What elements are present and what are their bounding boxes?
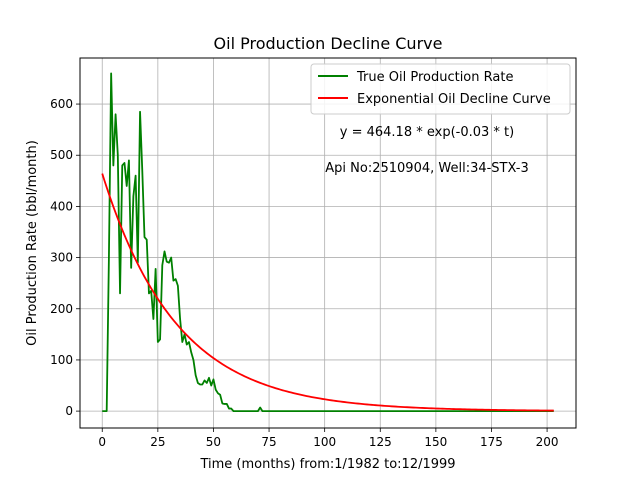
well-annotation: Api No:2510904, Well:34-STX-3 <box>325 161 528 176</box>
y-tick-label: 300 <box>50 251 73 265</box>
x-tick-label: 0 <box>98 435 106 449</box>
y-tick-label: 0 <box>65 404 73 418</box>
x-tick-label: 75 <box>261 435 276 449</box>
x-tick-label: 175 <box>480 435 503 449</box>
legend-box <box>310 63 571 115</box>
y-tick-label: 200 <box>50 302 73 316</box>
legend-label-exponential-decline: Exponential Oil Decline Curve <box>357 92 551 107</box>
x-tick-label: 100 <box>313 435 336 449</box>
axis-ticks: 0 25 50 75 100 125 150 175 200 0 100 200 300 400 500 60… <box>50 97 558 449</box>
x-tick-label: 200 <box>536 435 559 449</box>
chart-title: Oil Production Decline Curve <box>214 34 443 53</box>
x-tick-label: 25 <box>150 435 165 449</box>
legend-label-true-oil-rate: True Oil Production Rate <box>356 70 513 85</box>
x-axis-label: Time (months) from:1/1982 to:12/1999 <box>199 457 455 472</box>
plot-frame <box>79 57 577 429</box>
y-tick-label: 500 <box>50 148 73 162</box>
y-tick-label: 400 <box>50 199 73 213</box>
x-tick-label: 150 <box>424 435 447 449</box>
y-axis-label: Oil Production Rate (bbl/month) <box>25 140 40 346</box>
equation-annotation: y = 464.18 * exp(-0.03 * t) <box>340 125 514 140</box>
series-layer <box>101 72 554 413</box>
x-tick-label: 50 <box>206 435 221 449</box>
y-tick-label: 600 <box>50 97 73 111</box>
x-tick-label: 125 <box>369 435 392 449</box>
legend: True Oil Production Rate Exponential Oil… <box>310 63 571 115</box>
series-line-exponential-decline <box>101 173 554 412</box>
y-tick-label: 100 <box>50 353 73 367</box>
plot-area <box>80 58 576 428</box>
